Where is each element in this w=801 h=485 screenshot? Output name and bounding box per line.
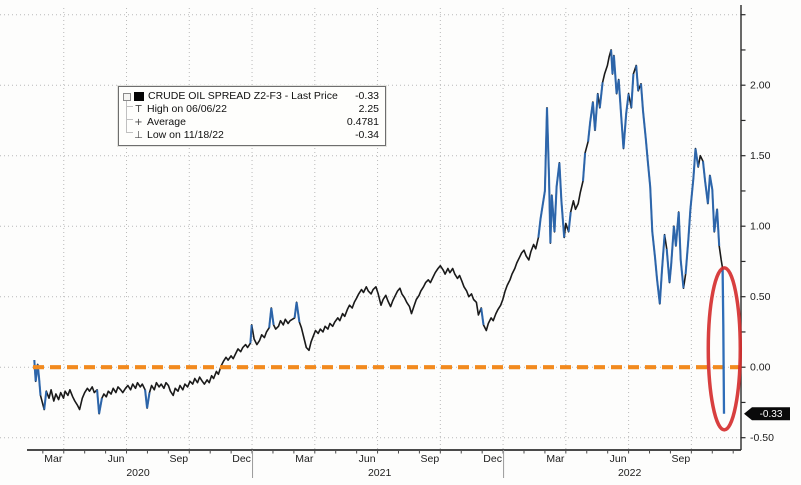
legend-tree-line — [126, 119, 133, 120]
x-tick-label: Dec — [483, 453, 502, 465]
legend-high-label: High on 06/06/22 — [147, 103, 227, 115]
y-tick-label: 0.00 — [750, 362, 771, 374]
legend-average-label: Average — [147, 116, 186, 128]
x-tick-label: Sep — [672, 453, 691, 465]
series-swatch-icon — [134, 92, 144, 101]
y-tick-label: 1.00 — [750, 221, 771, 233]
legend-low-value: -0.34 — [355, 129, 379, 141]
x-tick-label: Dec — [232, 453, 251, 465]
x-tick-label: Mar — [295, 453, 314, 465]
x-tick-label: Mar — [546, 453, 565, 465]
y-tick-label: 1.50 — [750, 150, 771, 162]
year-label: 2022 — [618, 467, 642, 479]
legend-tree-line — [126, 132, 133, 133]
x-tick-label: Jun — [108, 453, 125, 465]
year-label: 2021 — [368, 467, 392, 479]
legend-row-high: T High on 06/06/22 2.25 — [123, 103, 379, 116]
y-tick-label: 2.00 — [750, 80, 771, 92]
high-marker-icon: T — [135, 104, 142, 115]
legend-row-series: CRUDE OIL SPREAD Z2-F3 - Last Price -0.3… — [123, 90, 379, 103]
average-marker-icon: + — [134, 117, 143, 128]
y-tick-label: 0.50 — [750, 291, 771, 303]
annotation-ellipse — [706, 266, 743, 432]
last-price-badge — [744, 407, 790, 421]
year-label: 2020 — [126, 467, 150, 479]
y-tick-label: -0.50 — [750, 432, 774, 444]
legend-row-average: + Average 0.4781 — [123, 116, 379, 129]
legend-expander-icon[interactable] — [123, 92, 131, 101]
price-line-blue-segments — [33, 49, 721, 414]
legend-row-low: ⊥ Low on 11/18/22 -0.34 — [123, 129, 379, 142]
legend-box: CRUDE OIL SPREAD Z2-F3 - Last Price -0.3… — [118, 86, 386, 146]
x-tick-label: Sep — [169, 453, 188, 465]
x-tick-label: Jun — [359, 453, 376, 465]
legend-high-value: 2.25 — [358, 103, 379, 115]
legend-average-value: 0.4781 — [346, 116, 379, 128]
x-tick-label: Sep — [421, 453, 440, 465]
price-plunge-line — [721, 268, 726, 414]
legend-tree-line — [126, 106, 133, 107]
legend-series-value: -0.33 — [355, 90, 379, 102]
x-tick-label: Jun — [610, 453, 627, 465]
last-price-badge-label: -0.33 — [760, 409, 783, 420]
legend-series-label: CRUDE OIL SPREAD Z2-F3 - Last Price — [148, 90, 338, 102]
legend-tree-line — [126, 100, 127, 133]
x-tick-label: Mar — [44, 453, 63, 465]
low-marker-icon: ⊥ — [134, 130, 143, 141]
legend-low-label: Low on 11/18/22 — [147, 129, 224, 141]
